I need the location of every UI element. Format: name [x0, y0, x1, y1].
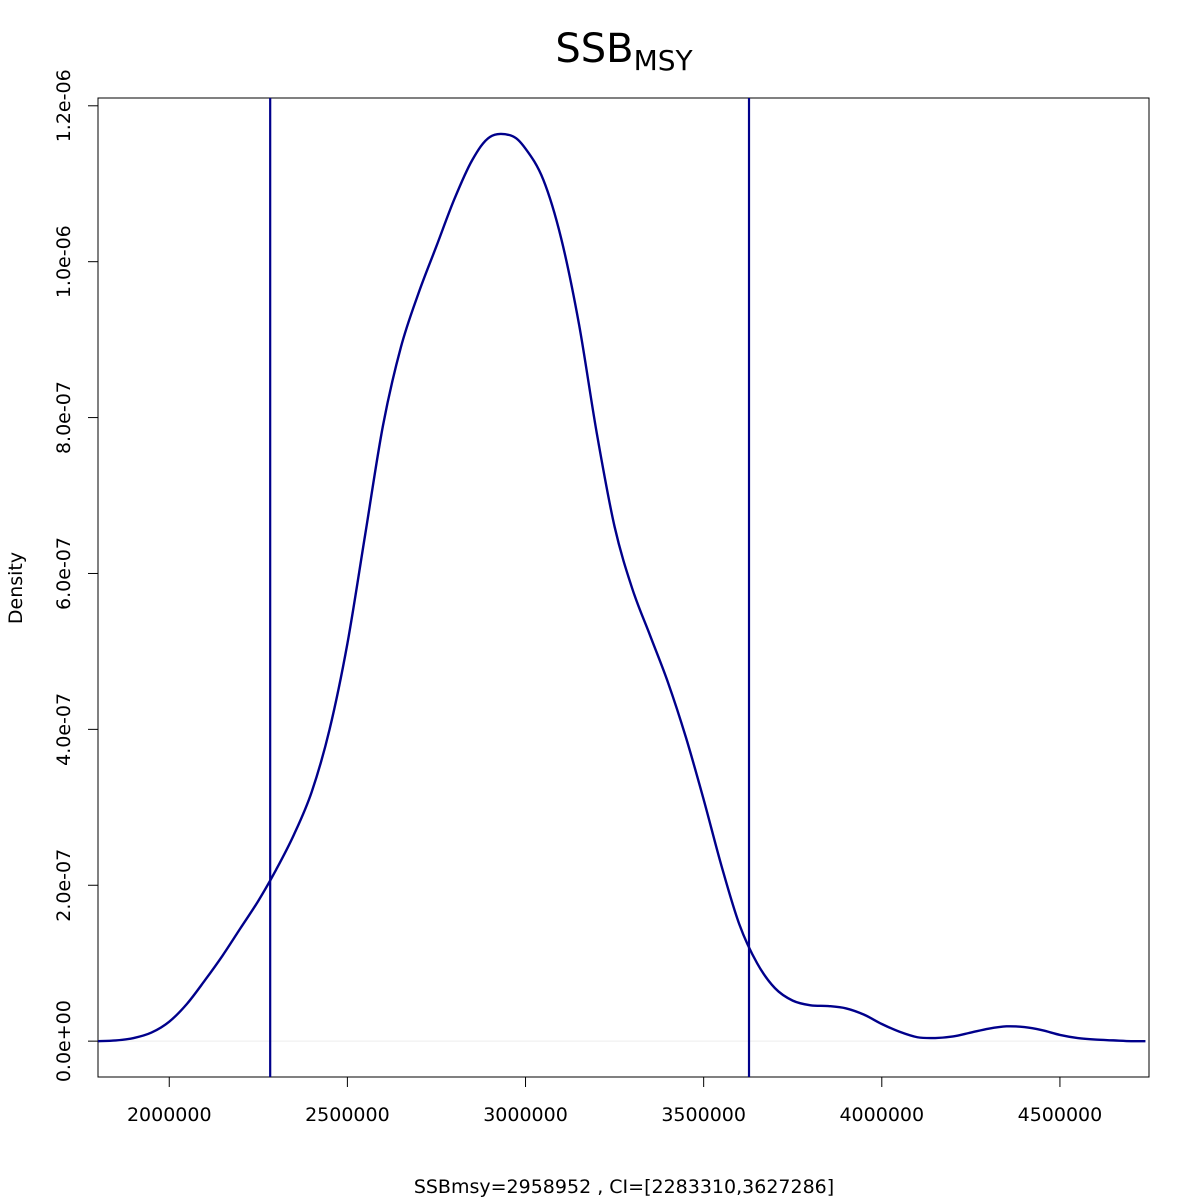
y-tick-label: 2.0e-07 [53, 849, 75, 922]
plot-frame [97, 97, 1150, 1078]
y-tick-label: 0.0e+00 [53, 1000, 75, 1082]
density-curve [97, 132, 1146, 1043]
ci-lines [269, 98, 751, 1077]
x-axis: 2000000 2500000 3000000 3500000 4000000 45000… [127, 1076, 1103, 1126]
chart-title-main: SSB [555, 26, 633, 72]
y-tick-label: 4.0e-07 [53, 693, 75, 766]
chart-title-subscript: MSY [634, 44, 694, 77]
x-tick-label: 3500000 [661, 1104, 746, 1126]
x-tick-label: 4500000 [1018, 1104, 1103, 1126]
y-tick-label: 6.0e-07 [53, 537, 75, 610]
x-tick-label: 4000000 [839, 1104, 924, 1126]
y-axis: 0.0e+00 2.0e-07 4.0e-07 6.0e-07 8.0e-07 1.0e-… [53, 69, 99, 1082]
series-layer [97, 132, 1146, 1043]
chart-title: SSBMSY [555, 26, 693, 77]
y-tick-label: 1.0e-06 [53, 225, 75, 298]
x-axis-label: SSBmsy=2958952 , CI=[2283310,3627286] [414, 1176, 834, 1198]
x-tick-label: 2500000 [305, 1104, 390, 1126]
y-tick-label: 1.2e-06 [53, 69, 75, 142]
x-tick-label: 2000000 [127, 1104, 212, 1126]
y-tick-label: 8.0e-07 [53, 381, 75, 454]
x-tick-label: 3000000 [483, 1104, 568, 1126]
y-axis-label: Density [5, 552, 27, 624]
